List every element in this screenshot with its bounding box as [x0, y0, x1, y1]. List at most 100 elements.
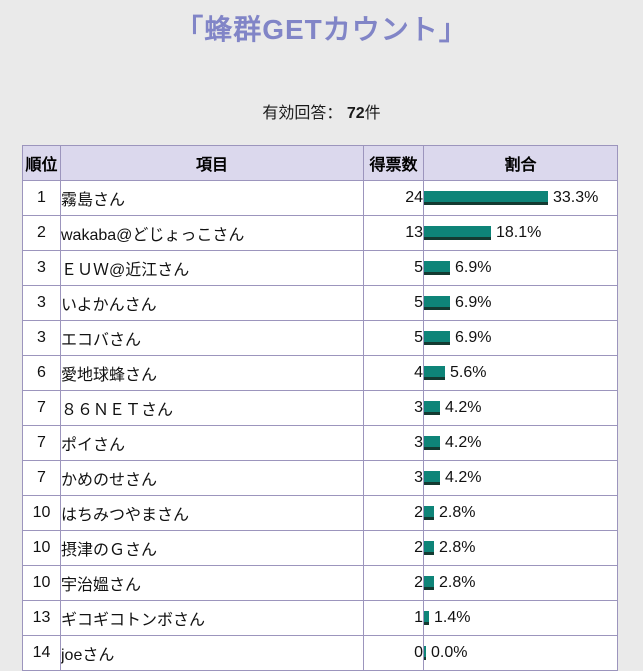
votes-cell: 1 — [363, 600, 424, 636]
ratio-bar — [424, 330, 450, 345]
ratio-cell: 6.9% — [423, 320, 618, 356]
rank-cell: 2 — [22, 215, 61, 251]
rank-cell: 1 — [22, 180, 61, 216]
percent-label: 6.9% — [455, 293, 492, 311]
percent-label: 2.8% — [439, 538, 476, 556]
ratio-cell: 6.9% — [423, 285, 618, 321]
votes-cell: 4 — [363, 355, 424, 391]
percent-label: 6.9% — [455, 258, 492, 276]
ratio-cell: 2.8% — [423, 495, 618, 531]
percent-label: 4.2% — [445, 398, 482, 416]
table-row: 2 wakaba@どじょっこさん 13 18.1% — [22, 215, 618, 251]
rank-cell: 10 — [22, 565, 61, 601]
votes-cell: 0 — [363, 635, 424, 671]
rank-cell: 10 — [22, 495, 61, 531]
valid-responses: 有効回答： 72件 — [0, 99, 643, 123]
name-cell: エコバさん — [60, 320, 364, 356]
ratio-bar — [424, 505, 434, 520]
table-row: 3 ＥＵＷ@近江さん 5 6.9% — [22, 250, 618, 286]
ratio-bar — [424, 575, 434, 590]
percent-label: 6.9% — [455, 328, 492, 346]
rank-cell: 3 — [22, 320, 61, 356]
table-row: 14 joeさん 0 0.0% — [22, 635, 618, 671]
ratio-cell: 2.8% — [423, 530, 618, 566]
rank-cell: 6 — [22, 355, 61, 391]
table-row: 7 ８６ＮＥＴさん 3 4.2% — [22, 390, 618, 426]
table-header-row: 順位 項目 得票数 割合 — [22, 145, 618, 181]
ratio-bar — [424, 645, 426, 660]
table-row: 7 ポイさん 3 4.2% — [22, 425, 618, 461]
votes-cell: 5 — [363, 320, 424, 356]
percent-label: 4.2% — [445, 468, 482, 486]
valid-responses-label: 有効回答： — [262, 105, 343, 122]
table-row: 3 エコバさん 5 6.9% — [22, 320, 618, 356]
ratio-cell: 4.2% — [423, 390, 618, 426]
column-header-ratio: 割合 — [423, 145, 618, 181]
rank-cell: 7 — [22, 425, 61, 461]
ratio-cell: 33.3% — [423, 180, 618, 216]
rank-cell: 3 — [22, 285, 61, 321]
votes-cell: 2 — [363, 530, 424, 566]
ratio-bar — [424, 400, 440, 415]
name-cell: いよかんさん — [60, 285, 364, 321]
column-header-rank: 順位 — [22, 145, 61, 181]
rank-cell: 10 — [22, 530, 61, 566]
percent-label: 2.8% — [439, 503, 476, 521]
table-row: 10 摂津のＧさん 2 2.8% — [22, 530, 618, 566]
table-row: 1 霧島さん 24 33.3% — [22, 180, 618, 216]
name-cell: 愛地球蜂さん — [60, 355, 364, 391]
table-row: 10 はちみつやまさん 2 2.8% — [22, 495, 618, 531]
table-row: 6 愛地球蜂さん 4 5.6% — [22, 355, 618, 391]
ratio-cell: 1.4% — [423, 600, 618, 636]
percent-label: 33.3% — [553, 188, 599, 206]
rank-cell: 14 — [22, 635, 61, 671]
ratio-cell: 4.2% — [423, 460, 618, 496]
ratio-cell: 6.9% — [423, 250, 618, 286]
percent-label: 1.4% — [434, 608, 471, 626]
percent-label: 5.6% — [450, 363, 487, 381]
votes-cell: 5 — [363, 250, 424, 286]
votes-cell: 3 — [363, 425, 424, 461]
votes-cell: 13 — [363, 215, 424, 251]
percent-label: 2.8% — [439, 573, 476, 591]
name-cell: ＥＵＷ@近江さん — [60, 250, 364, 286]
table-row: 3 いよかんさん 5 6.9% — [22, 285, 618, 321]
votes-cell: 3 — [363, 390, 424, 426]
ratio-bar — [424, 260, 450, 275]
rank-cell: 7 — [22, 460, 61, 496]
votes-cell: 24 — [363, 180, 424, 216]
name-cell: ギコギコトンボさん — [60, 600, 364, 636]
valid-responses-count: 72 — [346, 105, 365, 122]
rank-cell: 13 — [22, 600, 61, 636]
votes-cell: 2 — [363, 495, 424, 531]
percent-label: 18.1% — [496, 223, 542, 241]
column-header-votes: 得票数 — [363, 145, 424, 181]
name-cell: 宇治媼さん — [60, 565, 364, 601]
name-cell: 霧島さん — [60, 180, 364, 216]
ratio-cell: 4.2% — [423, 425, 618, 461]
ratio-bar — [424, 435, 440, 450]
ratio-cell: 5.6% — [423, 355, 618, 391]
ratio-cell: 18.1% — [423, 215, 618, 251]
ratio-bar — [424, 295, 450, 310]
votes-cell: 3 — [363, 460, 424, 496]
valid-responses-unit: 件 — [364, 105, 381, 122]
name-cell: wakaba@どじょっこさん — [60, 215, 364, 251]
name-cell: ８６ＮＥＴさん — [60, 390, 364, 426]
table-row: 10 宇治媼さん 2 2.8% — [22, 565, 618, 601]
name-cell: ポイさん — [60, 425, 364, 461]
rank-cell: 7 — [22, 390, 61, 426]
ratio-bar — [424, 190, 548, 205]
ratio-bar — [424, 610, 429, 625]
name-cell: 摂津のＧさん — [60, 530, 364, 566]
results-table: 順位 項目 得票数 割合 1 霧島さん 24 33.3% 2 wakaba@どじょっこさん… — [22, 145, 618, 671]
name-cell: かめのせさん — [60, 460, 364, 496]
ratio-bar — [424, 470, 440, 485]
ratio-bar — [424, 225, 491, 240]
table-row: 13 ギコギコトンボさん 1 1.4% — [22, 600, 618, 636]
votes-cell: 2 — [363, 565, 424, 601]
ratio-bar — [424, 540, 434, 555]
ratio-cell: 0.0% — [423, 635, 618, 671]
name-cell: joeさん — [60, 635, 364, 671]
column-header-item: 項目 — [60, 145, 364, 181]
